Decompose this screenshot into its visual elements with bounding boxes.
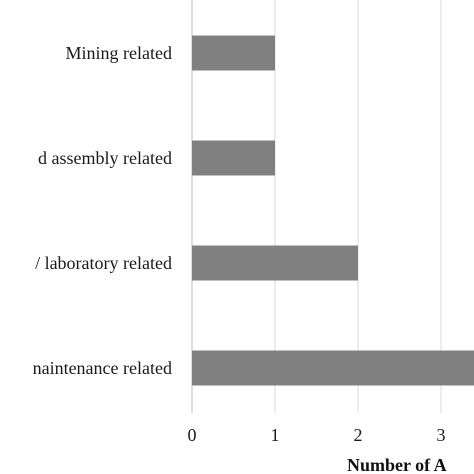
category-label-4: naintenance related	[33, 358, 172, 378]
category-label-1: Mining related	[66, 43, 172, 63]
x-tick-label-3: 3	[437, 425, 446, 445]
category-labels: Mining related d assembly related / labora…	[33, 43, 172, 378]
x-tick-label-0: 0	[188, 425, 197, 445]
x-tick-label-2: 2	[354, 425, 363, 445]
bar-3	[192, 245, 358, 281]
bar-series	[192, 35, 474, 386]
x-axis-title: Number of A	[347, 455, 447, 474]
category-label-3: / laboratory related	[35, 253, 172, 273]
bar-1	[192, 35, 275, 71]
bar-2	[192, 140, 275, 176]
category-label-2: d assembly related	[38, 148, 172, 168]
x-tick-labels: 0 1 2 3	[188, 425, 446, 445]
x-tick-label-1: 1	[271, 425, 280, 445]
bar-4	[192, 350, 474, 386]
